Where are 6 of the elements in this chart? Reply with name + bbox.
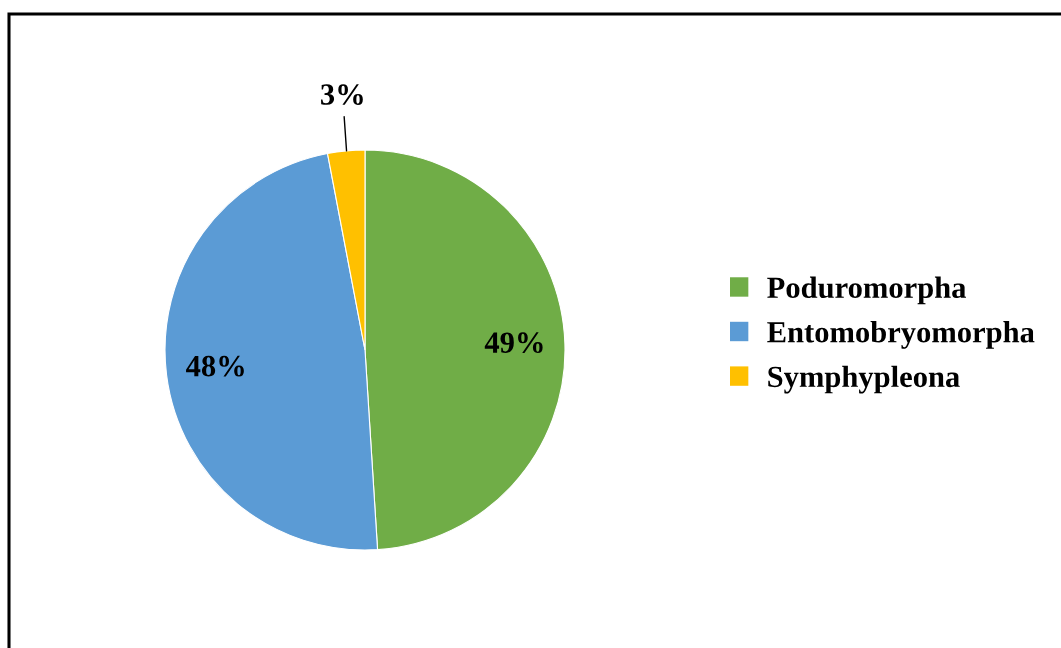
- data-label: 3%: [321, 84, 363, 105]
- data-label: 49%: [484, 332, 543, 354]
- legend-label: Symphypleona: [768, 365, 960, 394]
- legend-label: Entomobryomorpha: [767, 321, 1035, 349]
- legend-label: Poduromorpha: [767, 276, 966, 305]
- data-label: 48%: [186, 355, 244, 377]
